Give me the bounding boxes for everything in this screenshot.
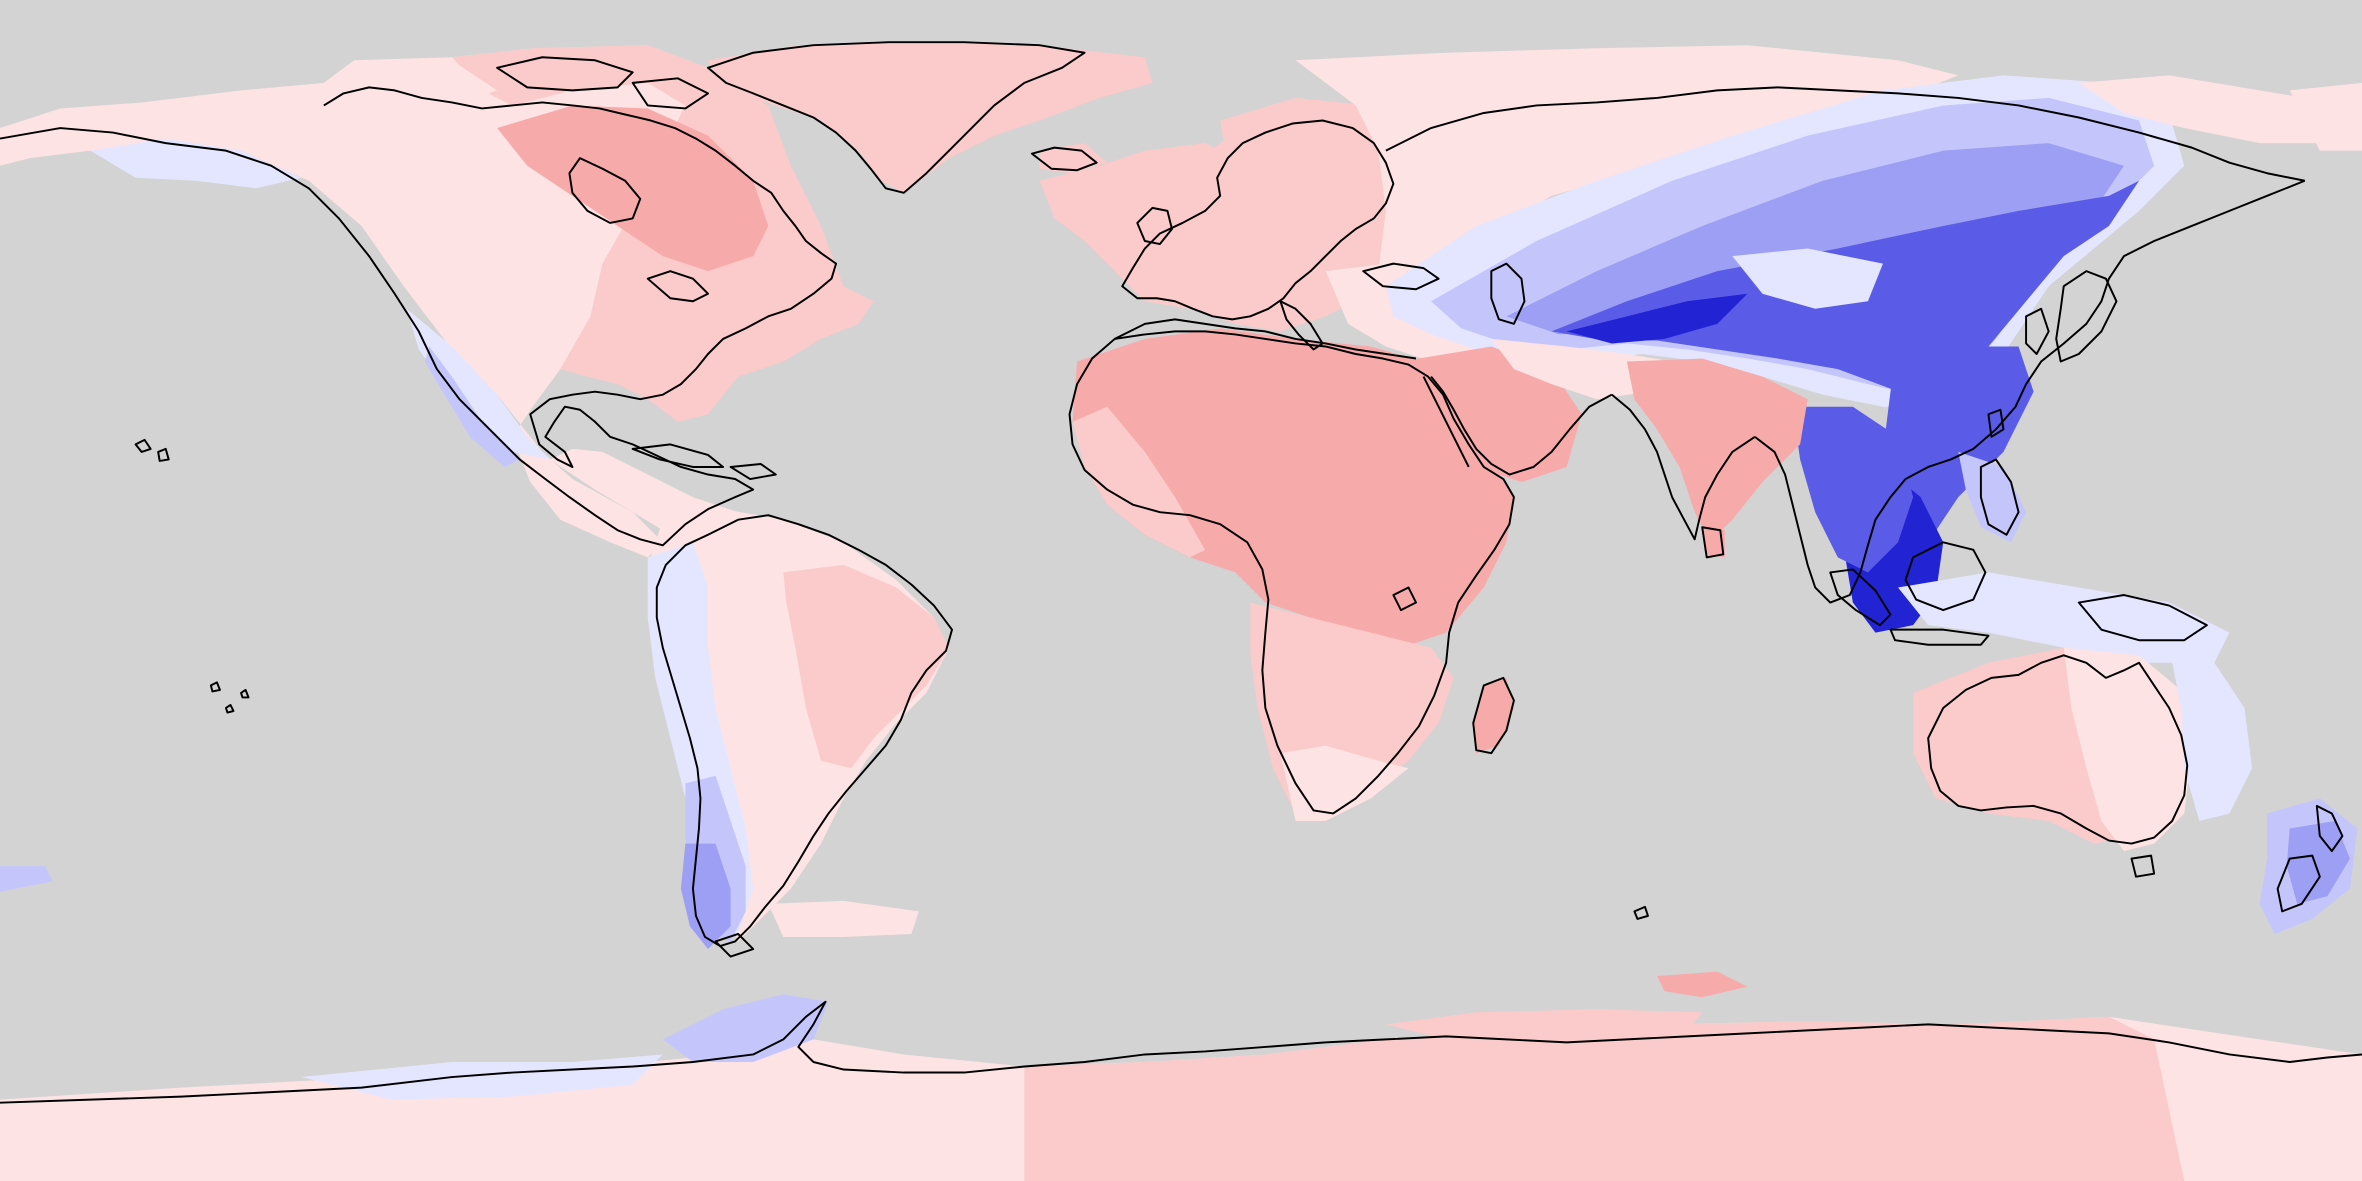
region-africa-cape-pale — [1280, 745, 1409, 821]
coastline-caspian — [1490, 262, 1526, 325]
region-eastern-edge-pale — [2289, 82, 2362, 151]
coastline-pacific-islands — [209, 681, 250, 714]
coastline-tierra-del-fuego — [714, 932, 755, 958]
coastline-philippines — [1979, 458, 2020, 536]
coastline-uk — [1136, 206, 1173, 246]
coastline-madagascar — [1472, 676, 1515, 755]
coastline-hudson-bay — [568, 157, 642, 224]
region-india-red — [1626, 358, 1808, 543]
coastline-north-america — [0, 86, 838, 547]
coastline-layer — [0, 41, 2362, 1104]
region-scandinavia-red — [1220, 97, 1409, 226]
coastline-hispaniola — [729, 462, 777, 481]
coastline-asia-east — [1754, 179, 2306, 604]
region-australia-east-blue — [2169, 647, 2253, 821]
region-new-zealand-strong — [2286, 820, 2350, 904]
coastline-taiwan — [1987, 408, 2005, 438]
region-asia-blue-deep — [1566, 293, 1748, 344]
coastline-new-guinea — [2077, 594, 2208, 642]
coastline-russia-north — [1385, 86, 2305, 182]
coastline-red-sea — [1422, 376, 1470, 468]
coastline-iceland — [1030, 146, 1098, 172]
coastline-australia — [1927, 654, 2189, 845]
region-siberia-east-pale — [2078, 75, 2362, 144]
coastline-sumatra — [1829, 568, 1892, 627]
region-antarctic-peninsula-blue — [662, 994, 829, 1062]
region-southeast-asia-strong — [1792, 406, 1914, 573]
coastline-great-lakes — [646, 270, 709, 303]
region-philippines-blue — [1958, 451, 2027, 543]
coastline-black-sea — [1362, 262, 1440, 291]
coastline-cuba — [631, 443, 725, 468]
region-alaska-blue — [90, 138, 302, 189]
region-africa-north-red — [1072, 328, 1514, 648]
region-africa-west-light — [1072, 406, 1206, 558]
region-middle-east-red — [1400, 346, 1582, 483]
region-russia-north-pale — [1295, 45, 1959, 272]
coastline-java — [1889, 628, 1990, 646]
region-north-america-west — [0, 45, 708, 558]
coastline-sri-lanka — [1701, 526, 1725, 559]
region-central-asia-pale — [1491, 338, 1673, 400]
coastline-kerguelen — [1633, 905, 1649, 920]
coastline-arctic-islands-1 — [496, 56, 634, 92]
coastline-mediterranean — [1114, 318, 1417, 360]
region-tibet-pale — [1732, 248, 1883, 309]
coastline-hawaii — [134, 438, 170, 462]
coastline-lake-victoria — [1392, 586, 1417, 612]
coastline-korea — [2025, 307, 2050, 355]
region-antarctica-east-red — [1024, 1016, 2185, 1181]
land-fill-layer — [0, 42, 2362, 1181]
region-ice-shelf-red — [1657, 971, 1748, 998]
coastline-borneo — [1904, 541, 1987, 612]
coastline-new-zealand-south — [2276, 854, 2321, 913]
region-patagonia-blue-medium — [680, 843, 731, 950]
region-antarctica-west-blue — [301, 1054, 663, 1100]
coastline-africa — [1068, 330, 1515, 815]
coastline-tasmania — [2130, 854, 2156, 878]
region-madagascar — [1473, 677, 1514, 754]
coastline-greenland — [707, 41, 1086, 194]
region-us-west-blue — [406, 308, 550, 460]
coastline-south-america — [655, 514, 954, 947]
coastline-antarctica — [0, 1000, 2362, 1104]
coastline-new-zealand-north — [2315, 804, 2344, 853]
coastline-arabia — [1430, 375, 1613, 476]
region-arctic-canada-pale — [346, 60, 498, 113]
coastline-europe — [1121, 119, 1395, 321]
region-brazil-red — [783, 564, 950, 769]
region-greenland — [707, 42, 1153, 193]
region-sri-lanka — [1702, 527, 1725, 558]
region-us-east-red — [595, 286, 806, 415]
coastline-japan — [2055, 270, 2118, 363]
region-western-edge-blue — [0, 866, 53, 892]
coastline-arctic-islands-2 — [631, 77, 709, 110]
region-ross-sea-red — [1385, 1009, 1703, 1040]
region-patagonia-red — [768, 900, 919, 937]
region-australia-east-pale — [2063, 647, 2192, 852]
coastline-india — [1611, 393, 1756, 541]
